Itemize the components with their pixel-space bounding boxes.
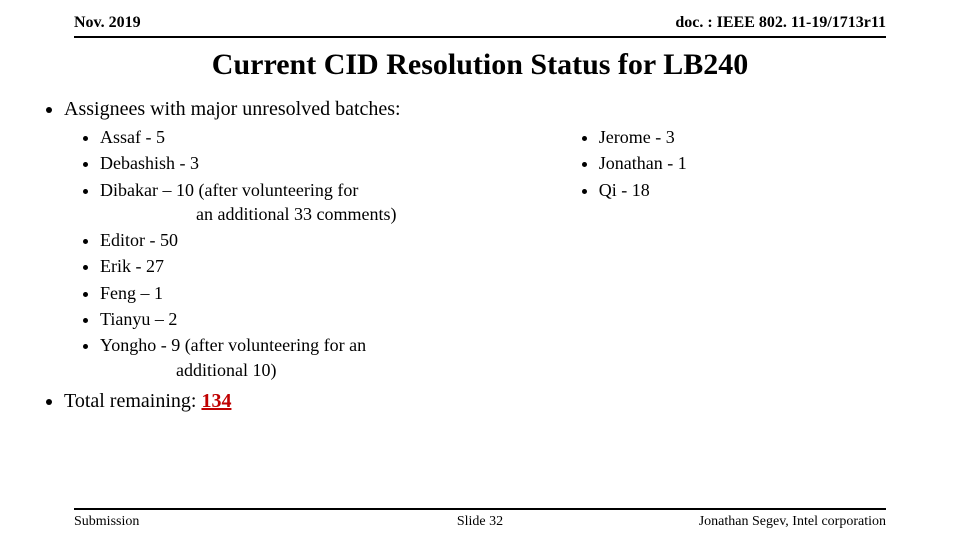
bullet-assignees-label: Assignees with major unresolved batches: — [64, 98, 401, 120]
slide: Nov. 2019 doc. : IEEE 802. 11-19/1713r11… — [0, 0, 960, 540]
list-item: Erik - 27 — [100, 254, 563, 278]
list-item: Editor - 50 — [100, 228, 563, 252]
header-date: Nov. 2019 — [74, 14, 141, 32]
list-item-text: Dibakar – 10 (after volunteering for — [100, 180, 358, 200]
assignee-list-left: Assaf - 5 Debashish - 3 Dibakar – 10 (af… — [64, 125, 563, 382]
total-label: Total remaining: — [64, 390, 201, 412]
bullet-assignees: Assignees with major unresolved batches:… — [64, 98, 924, 384]
footer-slidenum: Slide 32 — [457, 514, 503, 530]
list-item-cont: additional 10) — [100, 358, 563, 382]
footer-author: Jonathan Segev, Intel corporation — [699, 514, 886, 530]
header-docnum: doc. : IEEE 802. 11-19/1713r11 — [675, 14, 886, 32]
top-bullet-list: Assignees with major unresolved batches:… — [36, 98, 924, 413]
list-item: Assaf - 5 — [100, 125, 563, 149]
list-item: Feng – 1 — [100, 281, 563, 305]
slide-title: Current CID Resolution Status for LB240 — [0, 48, 960, 82]
header-rule — [74, 36, 886, 38]
assignee-col-left: Assaf - 5 Debashish - 3 Dibakar – 10 (af… — [64, 125, 563, 384]
assignee-columns: Assaf - 5 Debashish - 3 Dibakar – 10 (af… — [64, 125, 924, 384]
footer-rule — [74, 508, 886, 510]
list-item-text: Yongho - 9 (after volunteering for an — [100, 335, 366, 355]
total-value: 134 — [201, 390, 231, 412]
list-item: Debashish - 3 — [100, 151, 563, 175]
list-item: Yongho - 9 (after volunteering for an ad… — [100, 333, 563, 382]
footer-bar: Submission Slide 32 Jonathan Segev, Inte… — [74, 514, 886, 530]
assignee-list-right: Jerome - 3 Jonathan - 1 Qi - 18 — [563, 125, 924, 202]
footer-left: Submission — [74, 514, 139, 530]
list-item: Qi - 18 — [599, 178, 924, 202]
header-bar: Nov. 2019 doc. : IEEE 802. 11-19/1713r11 — [74, 14, 886, 32]
slide-body: Assignees with major unresolved batches:… — [36, 98, 924, 419]
list-item: Tianyu – 2 — [100, 307, 563, 331]
bullet-total: Total remaining: 134 — [64, 390, 924, 413]
list-item: Dibakar – 10 (after volunteering for an … — [100, 178, 563, 227]
assignee-col-right: Jerome - 3 Jonathan - 1 Qi - 18 — [563, 125, 924, 384]
list-item: Jonathan - 1 — [599, 151, 924, 175]
list-item-cont: an additional 33 comments) — [100, 202, 563, 226]
list-item: Jerome - 3 — [599, 125, 924, 149]
